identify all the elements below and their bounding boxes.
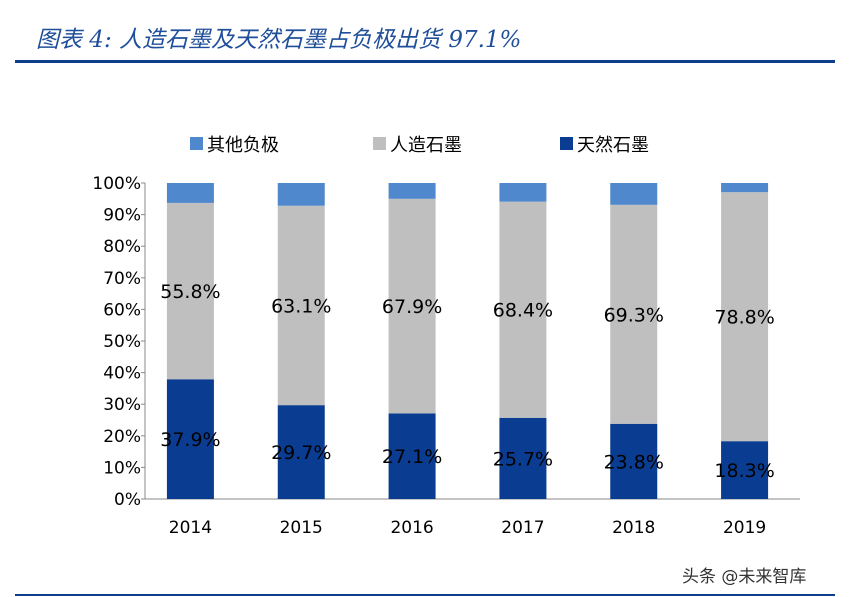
legend-swatch <box>560 137 573 150</box>
data-label: 55.8% <box>160 281 220 303</box>
x-tick-label: 2019 <box>723 518 766 538</box>
x-tick-label: 2016 <box>390 518 433 538</box>
data-label: 18.3% <box>714 460 774 482</box>
data-label: 23.8% <box>604 451 664 473</box>
data-label: 25.7% <box>493 448 553 470</box>
bar-segment <box>166 379 214 499</box>
bar-segment <box>721 192 769 442</box>
bar-segment <box>166 202 214 380</box>
y-tick-label: 0% <box>114 490 141 510</box>
x-tick-label: 2017 <box>501 518 544 538</box>
bar-segment <box>610 183 658 205</box>
y-tick-label: 50% <box>103 332 141 352</box>
bar-segment <box>610 204 658 424</box>
bar-segment <box>721 183 769 193</box>
x-tick-label: 2014 <box>169 518 212 538</box>
legend-swatch <box>373 137 386 150</box>
legend-label: 其他负极 <box>207 135 279 156</box>
y-tick-label: 100% <box>92 174 141 194</box>
bar-segment <box>721 441 769 499</box>
bar-segment <box>277 183 325 206</box>
bar-segment <box>166 183 214 203</box>
data-label: 67.9% <box>382 296 442 318</box>
legend-label: 人造石墨 <box>390 135 462 156</box>
bar-segment <box>499 183 547 202</box>
legend-swatch <box>190 137 203 150</box>
bar-segment <box>499 201 547 418</box>
y-tick-label: 90% <box>103 206 141 226</box>
data-label: 78.8% <box>714 307 774 329</box>
x-tick-label: 2018 <box>612 518 655 538</box>
y-tick-label: 20% <box>103 427 141 447</box>
bar-segment <box>610 423 658 499</box>
chart-title: 图表 4: 人造石墨及天然石墨占负极出货 97.1% <box>36 27 522 53</box>
watermark: 头条 @未来智库 <box>682 567 807 587</box>
legend-label: 天然石墨 <box>577 135 649 156</box>
data-label: 63.1% <box>271 295 331 317</box>
y-tick-label: 80% <box>103 237 141 257</box>
data-label: 29.7% <box>271 442 331 464</box>
x-tick-label: 2015 <box>280 518 323 538</box>
y-tick-label: 10% <box>103 458 141 478</box>
bar-segment <box>499 417 547 499</box>
y-tick-label: 40% <box>103 364 141 384</box>
y-tick-label: 60% <box>103 300 141 320</box>
y-tick-label: 70% <box>103 269 141 289</box>
bar-segment <box>277 405 325 499</box>
data-label: 69.3% <box>604 304 664 326</box>
bar-segment <box>388 413 436 499</box>
bar-segment <box>388 183 436 199</box>
y-tick-label: 30% <box>103 395 141 415</box>
data-label: 27.1% <box>382 446 442 468</box>
title-divider <box>15 60 835 63</box>
bar-segment <box>388 198 436 414</box>
bar-segment <box>277 205 325 406</box>
data-label: 37.9% <box>160 429 220 451</box>
data-label: 68.4% <box>493 300 553 322</box>
footer-divider <box>15 594 835 596</box>
